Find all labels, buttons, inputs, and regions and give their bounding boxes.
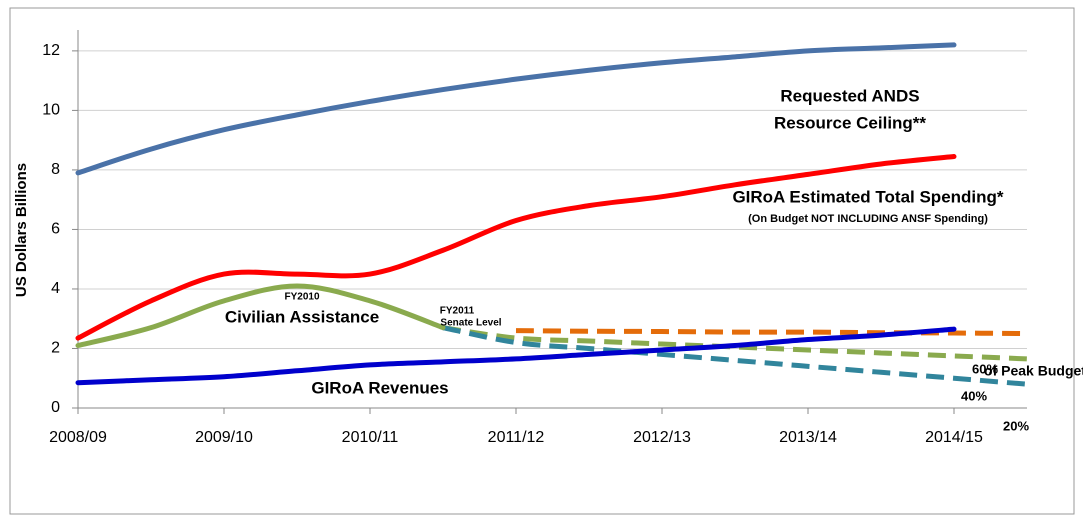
series-line <box>75 283 446 349</box>
annotation: GIRoA Estimated Total Spending* <box>732 187 1003 206</box>
y-tick-label: 2 <box>51 340 60 357</box>
annotation: FY2010 <box>284 292 319 303</box>
x-tick-label: 2009/10 <box>195 429 253 446</box>
y-tick-label: 12 <box>42 42 60 59</box>
x-tick-label: 2014/15 <box>925 429 983 446</box>
x-tick-label: 2011/12 <box>488 429 545 446</box>
y-tick-label: 8 <box>51 161 60 178</box>
annotation: 20% <box>1003 418 1029 433</box>
annotation: Resource Ceiling** <box>774 113 926 132</box>
series-line <box>442 325 1028 362</box>
x-tick-label: 2010/11 <box>342 429 399 446</box>
series-line <box>75 326 957 386</box>
annotation: FY2011 <box>440 306 475 317</box>
x-tick-label: 2008/09 <box>49 429 107 446</box>
annotation: 40% <box>961 388 987 403</box>
series-line <box>515 328 1028 337</box>
y-tick-label: 10 <box>42 102 60 119</box>
y-tick-label: 4 <box>51 280 60 297</box>
annotation: Requested ANDS <box>780 86 919 105</box>
x-tick-label: 2013/14 <box>779 429 837 446</box>
y-axis-label: US Dollars Billions <box>13 163 30 297</box>
annotation: GIRoA Revenues <box>311 378 448 397</box>
series-line <box>75 42 957 176</box>
annotation: 60% <box>972 361 998 376</box>
x-tick-label: 2012/13 <box>633 429 691 446</box>
frame <box>9 7 1075 515</box>
y-tick-label: 6 <box>51 221 60 238</box>
series-line <box>442 325 1028 387</box>
annotation: Senate Level <box>440 318 501 329</box>
annotation: of Peak Budget <box>984 363 1083 379</box>
annotation: Civilian Assistance <box>225 307 379 326</box>
y-tick-label: 0 <box>51 399 60 416</box>
series-line <box>75 154 957 341</box>
annotation: (On Budget NOT INCLUDING ANSF Spending) <box>748 213 988 225</box>
